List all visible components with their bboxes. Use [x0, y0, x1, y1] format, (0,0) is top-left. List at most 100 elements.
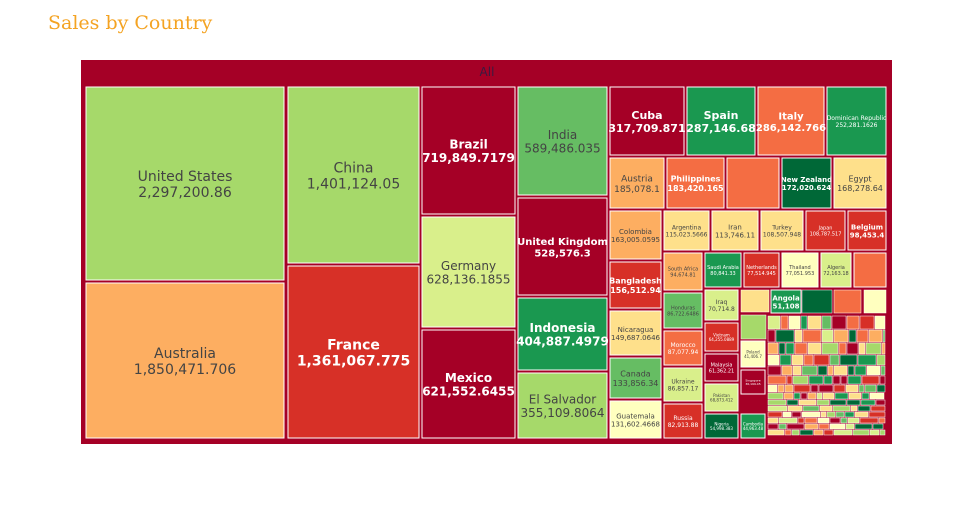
treemap-small-tile[interactable]	[868, 329, 883, 343]
treemap-small-tile[interactable]	[857, 405, 871, 412]
treemap-small-tile[interactable]	[827, 365, 834, 376]
treemap-small-tile[interactable]	[767, 423, 779, 430]
treemap-rect-australia[interactable]	[85, 282, 285, 439]
treemap-rect-indonesia[interactable]	[517, 297, 608, 371]
treemap-rect-india[interactable]	[517, 86, 608, 196]
treemap-small-tile[interactable]	[801, 411, 821, 418]
treemap-rect-united-kingdom[interactable]	[517, 197, 608, 296]
treemap-small-tile[interactable]	[767, 342, 779, 355]
treemap-small-tile[interactable]	[853, 252, 887, 288]
treemap-small-tile[interactable]	[818, 384, 834, 393]
treemap-small-tile[interactable]	[767, 411, 783, 418]
treemap-small-tile[interactable]	[879, 375, 886, 385]
treemap-small-tile[interactable]	[854, 411, 869, 418]
treemap-small-tile[interactable]	[880, 365, 886, 376]
treemap-small-tile[interactable]	[782, 411, 792, 418]
treemap-small-tile[interactable]	[829, 354, 840, 366]
treemap-small-tile[interactable]	[835, 411, 845, 418]
treemap-small-tile[interactable]	[820, 411, 827, 418]
treemap-small-tile[interactable]	[876, 384, 886, 393]
treemap-small-tile[interactable]	[799, 429, 814, 436]
treemap-small-tile[interactable]	[882, 329, 886, 343]
treemap-small-tile[interactable]	[807, 392, 817, 400]
treemap-rect-russia[interactable]	[663, 403, 703, 439]
treemap-small-tile[interactable]	[779, 354, 792, 366]
treemap-rect-philippines[interactable]	[666, 157, 725, 209]
treemap-small-tile[interactable]	[847, 375, 862, 385]
treemap-rect-netherlands[interactable]	[743, 252, 780, 288]
treemap-small-tile[interactable]	[791, 354, 804, 366]
treemap-small-tile[interactable]	[861, 392, 870, 400]
treemap-rect-iran[interactable]	[711, 210, 759, 251]
treemap-small-tile[interactable]	[786, 375, 793, 385]
treemap-small-tile[interactable]	[852, 429, 870, 436]
treemap-rect-spain[interactable]	[686, 86, 756, 156]
treemap-rect-malaysia[interactable]	[704, 353, 739, 382]
treemap-small-tile[interactable]	[823, 429, 834, 436]
treemap-rect-nigeria[interactable]	[704, 413, 739, 439]
treemap-small-tile[interactable]	[767, 399, 787, 406]
treemap-small-tile[interactable]	[857, 354, 877, 366]
treemap-small-tile[interactable]	[859, 417, 879, 424]
treemap-rect-colombia[interactable]	[609, 210, 662, 260]
treemap-small-tile[interactable]	[846, 315, 860, 330]
treemap-small-tile[interactable]	[780, 315, 789, 330]
treemap-small-tile[interactable]	[834, 392, 849, 400]
treemap-small-tile[interactable]	[786, 423, 805, 430]
treemap-rect-saudi-arabia[interactable]	[704, 252, 742, 288]
treemap-small-tile[interactable]	[767, 405, 788, 412]
treemap-rect-guatemala[interactable]	[609, 400, 662, 439]
treemap-small-tile[interactable]	[783, 392, 794, 400]
treemap-small-tile[interactable]	[821, 329, 834, 343]
treemap-small-tile[interactable]	[819, 405, 833, 412]
treemap-small-tile[interactable]	[813, 429, 824, 436]
treemap-small-tile[interactable]	[839, 354, 858, 366]
treemap-small-tile[interactable]	[831, 315, 847, 330]
treemap-small-tile[interactable]	[840, 417, 848, 424]
treemap-small-tile[interactable]	[823, 375, 833, 385]
treemap-small-tile[interactable]	[767, 375, 787, 385]
treemap-small-tile[interactable]	[870, 405, 886, 412]
treemap-rect-austria[interactable]	[609, 157, 665, 209]
treemap-rect-argentina[interactable]	[663, 210, 710, 251]
treemap-small-tile[interactable]	[807, 342, 822, 355]
treemap-small-tile[interactable]	[778, 342, 786, 355]
treemap-rect-germany[interactable]	[421, 216, 516, 328]
treemap-small-tile[interactable]	[777, 384, 785, 393]
treemap-small-tile[interactable]	[808, 375, 824, 385]
treemap-small-tile[interactable]	[821, 315, 832, 330]
treemap-small-tile[interactable]	[767, 417, 779, 424]
treemap-small-tile[interactable]	[817, 417, 830, 424]
treemap-small-tile[interactable]	[829, 417, 841, 424]
treemap-small-tile[interactable]	[800, 315, 808, 330]
treemap-small-tile[interactable]	[833, 289, 862, 314]
treemap-rect-singapore[interactable]	[740, 369, 766, 395]
treemap-small-tile[interactable]	[792, 375, 809, 385]
treemap-small-tile[interactable]	[803, 354, 814, 366]
treemap-small-tile[interactable]	[859, 315, 875, 330]
